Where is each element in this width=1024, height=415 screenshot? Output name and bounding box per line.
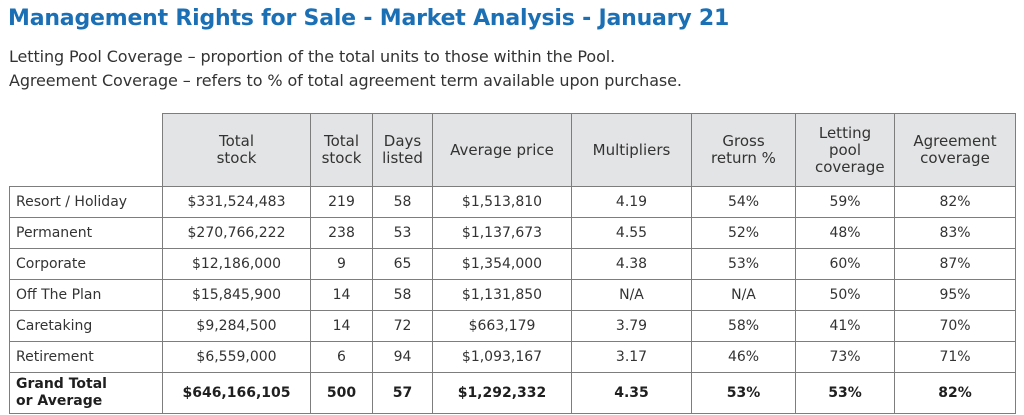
table-cell: 48%	[795, 217, 895, 249]
table-cell: 73%	[795, 341, 895, 373]
table-cell: $6,559,000	[162, 341, 311, 373]
table-cell: $12,186,000	[162, 248, 311, 280]
header-multipliers: Multipliers	[571, 113, 692, 187]
row-label: Off The Plan	[9, 279, 163, 311]
total-cell: 500	[310, 372, 373, 414]
header-total-stock-count: Total stock	[310, 113, 373, 187]
table-cell: 59%	[795, 186, 895, 218]
table-cell: $15,845,900	[162, 279, 311, 311]
table-cell: 72	[372, 310, 433, 342]
table-cell: 6	[310, 341, 373, 373]
table-row: Off The Plan $15,845,900 14 58 $1,131,85…	[9, 279, 1016, 311]
table-row: Permanent $270,766,222 238 53 $1,137,673…	[9, 217, 1016, 249]
table-cell: 58%	[691, 310, 796, 342]
header-row: Total stock Total stock Days listed Aver…	[9, 113, 1016, 187]
total-cell: $1,292,332	[432, 372, 572, 414]
table-cell: 52%	[691, 217, 796, 249]
table-cell: 54%	[691, 186, 796, 218]
total-cell: 4.35	[571, 372, 692, 414]
header-total-stock-value: Total stock	[162, 113, 311, 187]
total-cell: 53%	[795, 372, 895, 414]
table-cell: 4.38	[571, 248, 692, 280]
table-cell: 46%	[691, 341, 796, 373]
table-cell: $1,131,850	[432, 279, 572, 311]
table-cell: 83%	[894, 217, 1016, 249]
table-row: Retirement $6,559,000 6 94 $1,093,167 3.…	[9, 341, 1016, 373]
total-cell: 57	[372, 372, 433, 414]
row-label: Corporate	[9, 248, 163, 280]
table-cell: 58	[372, 186, 433, 218]
market-analysis-table: Total stock Total stock Days listed Aver…	[9, 113, 1016, 414]
table-cell: 219	[310, 186, 373, 218]
total-cell: 53%	[691, 372, 796, 414]
note-agreement-coverage: Agreement Coverage – refers to % of tota…	[9, 71, 682, 90]
table-row: Resort / Holiday $331,524,483 219 58 $1,…	[9, 186, 1016, 218]
table-cell: 50%	[795, 279, 895, 311]
note-letting-pool: Letting Pool Coverage – proportion of th…	[9, 47, 616, 66]
table-cell: 238	[310, 217, 373, 249]
row-label: Permanent	[9, 217, 163, 249]
table-cell: $1,093,167	[432, 341, 572, 373]
table-cell: $1,513,810	[432, 186, 572, 218]
table-cell: 82%	[894, 186, 1016, 218]
page-title: Management Rights for Sale - Market Anal…	[8, 6, 730, 31]
table-cell: $1,354,000	[432, 248, 572, 280]
table-cell: 53	[372, 217, 433, 249]
table-cell: N/A	[691, 279, 796, 311]
table-row: Corporate $12,186,000 9 65 $1,354,000 4.…	[9, 248, 1016, 280]
row-label: Caretaking	[9, 310, 163, 342]
table-cell: 71%	[894, 341, 1016, 373]
header-corner	[9, 113, 163, 187]
table-cell: $663,179	[432, 310, 572, 342]
header-average-price: Average price	[432, 113, 572, 187]
header-letting-pool-coverage: Letting pool coverage	[795, 113, 895, 187]
table-cell: $9,284,500	[162, 310, 311, 342]
table-cell: 53%	[691, 248, 796, 280]
header-days-listed: Days listed	[372, 113, 433, 187]
table-cell: 41%	[795, 310, 895, 342]
table-cell: 94	[372, 341, 433, 373]
grand-total-row: Grand Total or Average $646,166,105 500 …	[9, 372, 1016, 414]
table-cell: $331,524,483	[162, 186, 311, 218]
table-cell: 87%	[894, 248, 1016, 280]
table-cell: $270,766,222	[162, 217, 311, 249]
table-cell: 14	[310, 310, 373, 342]
table-cell: 4.55	[571, 217, 692, 249]
grand-total-label: Grand Total or Average	[9, 372, 163, 414]
table-cell: 3.17	[571, 341, 692, 373]
row-label: Resort / Holiday	[9, 186, 163, 218]
table-cell: 14	[310, 279, 373, 311]
total-cell: $646,166,105	[162, 372, 311, 414]
table-cell: 95%	[894, 279, 1016, 311]
table-cell: 9	[310, 248, 373, 280]
table-row: Caretaking $9,284,500 14 72 $663,179 3.7…	[9, 310, 1016, 342]
table-cell: 3.79	[571, 310, 692, 342]
total-cell: 82%	[894, 372, 1016, 414]
table-cell: 70%	[894, 310, 1016, 342]
table-cell: $1,137,673	[432, 217, 572, 249]
header-agreement-coverage: Agreement coverage	[894, 113, 1016, 187]
table-cell: N/A	[571, 279, 692, 311]
table-cell: 65	[372, 248, 433, 280]
header-gross-return: Gross return %	[691, 113, 796, 187]
table-cell: 60%	[795, 248, 895, 280]
table-cell: 4.19	[571, 186, 692, 218]
row-label: Retirement	[9, 341, 163, 373]
table-cell: 58	[372, 279, 433, 311]
